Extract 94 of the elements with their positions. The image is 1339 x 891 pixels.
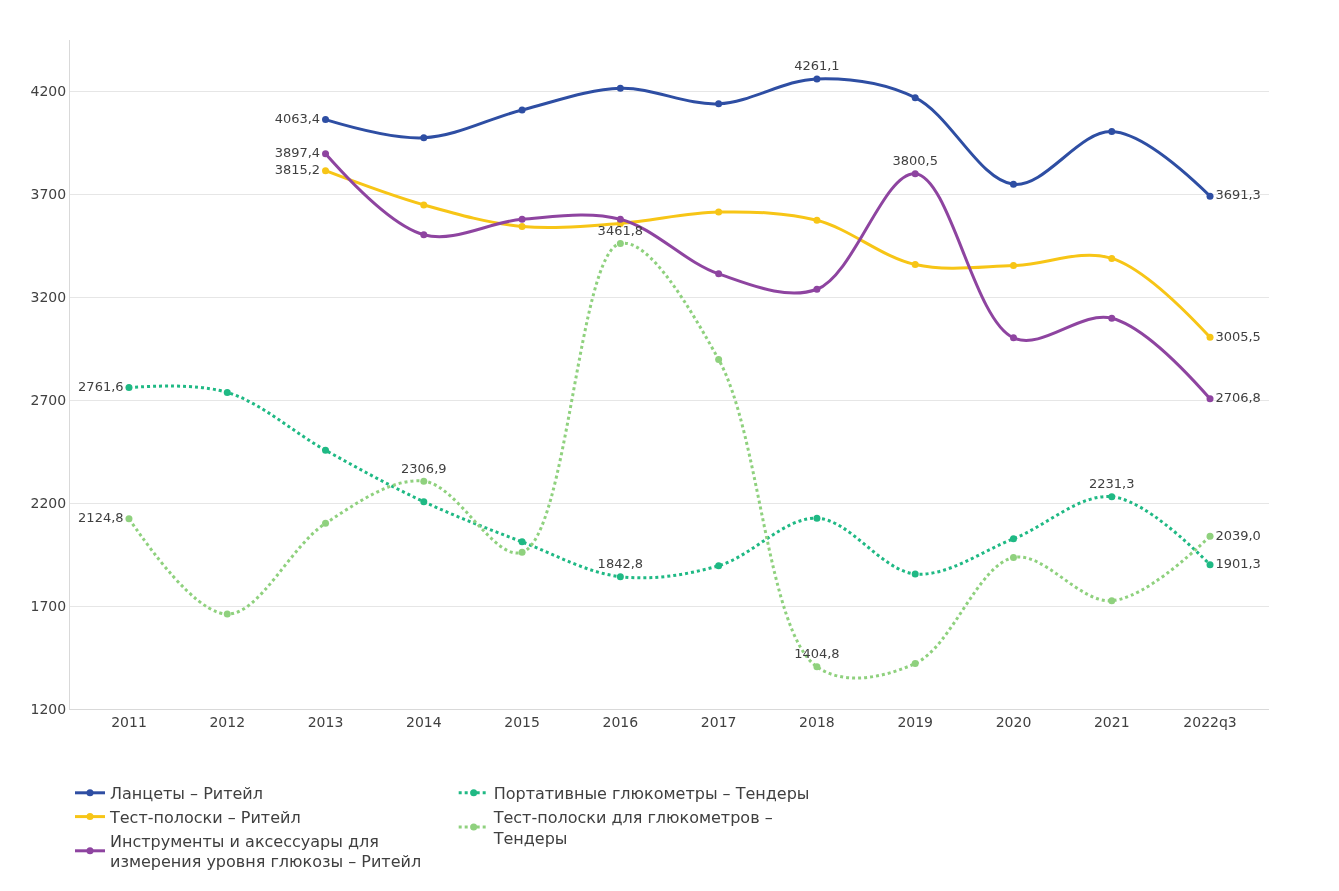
y-tick-label: 2700 [30, 392, 67, 409]
point [322, 116, 330, 124]
point [911, 570, 919, 578]
data-label: 4063,4 [274, 110, 321, 126]
point [420, 498, 428, 506]
x-tick-label: 2021 [1093, 713, 1130, 730]
point [911, 660, 919, 668]
data-label: 4261,1 [794, 58, 840, 74]
point [223, 610, 231, 618]
x-tick-label: 2022q3 [1183, 713, 1237, 730]
point [1009, 535, 1017, 543]
point [1206, 333, 1214, 341]
x-tick-label: 2019 [897, 713, 934, 730]
point [518, 106, 526, 114]
data-label: 2231,3 [1089, 476, 1135, 492]
legend-label: Инструменты и аксессуары для измерения уровня глюкозы – Ритейл [110, 831, 422, 872]
data-label: 3005,5 [1215, 328, 1261, 344]
x-tick-label: 2018 [799, 713, 835, 730]
y-tick-label: 1200 [30, 700, 67, 717]
point [420, 134, 428, 142]
legend-label: Ланцеты – Ритейл [110, 784, 263, 804]
point [518, 538, 526, 546]
point [322, 519, 330, 527]
point [125, 515, 133, 523]
data-label: 2306,9 [401, 460, 447, 476]
x-tick-label: 2011 [111, 713, 147, 730]
point [1206, 561, 1214, 569]
point [322, 446, 330, 454]
point [1108, 128, 1116, 136]
point [911, 261, 919, 269]
data-label: 3461,8 [597, 222, 644, 238]
data-label: 1842,8 [597, 556, 644, 572]
data-label: 1404,8 [794, 646, 840, 662]
point [616, 84, 624, 92]
point [420, 231, 428, 239]
point [616, 573, 624, 581]
point [1206, 532, 1214, 540]
legend-label: Тест-полоски для глюкометров – Тендеры [492, 807, 773, 848]
point [911, 94, 919, 102]
x-tick-label: 2017 [700, 713, 737, 730]
x-tick-label: 2014 [405, 713, 442, 730]
data-label: 1901,3 [1215, 555, 1261, 571]
point [420, 201, 428, 209]
point [813, 75, 821, 83]
point [420, 477, 428, 485]
point [1108, 314, 1116, 322]
data-label: 2706,8 [1215, 390, 1261, 406]
point [1009, 554, 1017, 561]
point [518, 548, 526, 556]
point [1009, 334, 1017, 342]
point [1108, 493, 1116, 501]
point [223, 388, 231, 396]
point [715, 208, 723, 216]
point [1206, 192, 1214, 200]
point [322, 167, 330, 175]
point [715, 100, 723, 108]
data-label: 3800,5 [892, 153, 938, 169]
data-label: 3691,3 [1215, 187, 1261, 203]
point [322, 150, 330, 158]
point [518, 223, 526, 230]
point [1108, 597, 1116, 605]
point [1108, 254, 1116, 262]
data-label: 3815,2 [274, 161, 321, 177]
x-tick-label: 2013 [307, 713, 344, 730]
data-label: 3897,4 [274, 145, 321, 160]
y-tick-label: 1700 [30, 597, 67, 614]
point [1206, 395, 1214, 403]
data-label: 2761,6 [78, 378, 124, 394]
point [813, 216, 821, 224]
data-label: 2124,8 [78, 509, 124, 525]
point [616, 215, 624, 223]
x-tick-label: 2015 [504, 713, 540, 730]
data-label: 2039,0 [1215, 527, 1261, 543]
y-tick-label: 3700 [30, 186, 67, 203]
legend-label: Тест-полоски – Ритейл [109, 807, 301, 827]
y-tick-label: 2200 [30, 495, 67, 512]
x-tick-label: 2020 [995, 713, 1032, 730]
point [715, 562, 723, 570]
point [715, 270, 723, 278]
point [616, 239, 624, 247]
y-tick-label: 4200 [30, 83, 67, 100]
point [911, 170, 919, 178]
point [813, 514, 821, 522]
x-tick-label: 2016 [602, 713, 639, 730]
point [1009, 262, 1017, 270]
x-tick-label: 2012 [209, 713, 246, 730]
point [518, 215, 526, 223]
point [813, 285, 821, 293]
legend-label: Портативные глюкометры – Тендеры [493, 784, 810, 804]
y-tick-label: 3200 [30, 289, 67, 306]
point [715, 355, 723, 363]
point [1009, 180, 1017, 188]
point [813, 663, 821, 671]
point [125, 384, 133, 392]
